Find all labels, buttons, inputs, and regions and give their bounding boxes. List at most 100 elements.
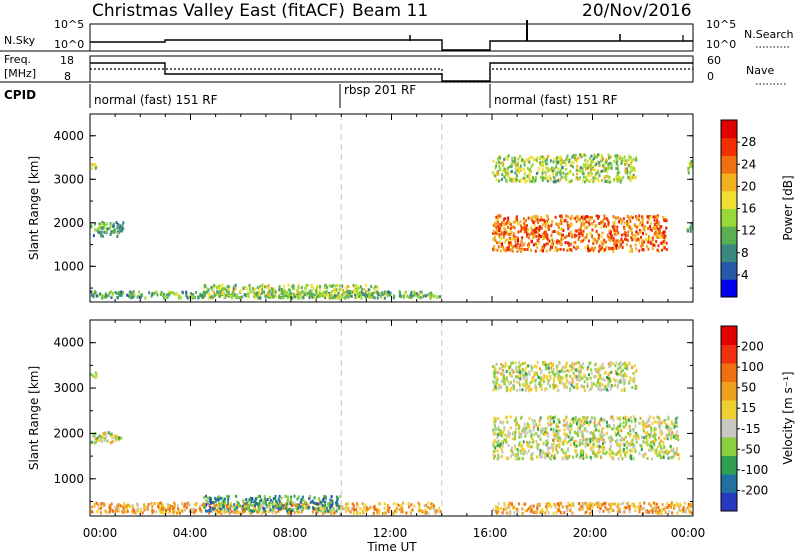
echo-cell bbox=[270, 295, 273, 299]
echo-cell bbox=[321, 511, 324, 515]
echo-cell bbox=[322, 290, 325, 294]
echo-cell bbox=[492, 432, 495, 436]
echo-cell bbox=[658, 509, 661, 513]
echo-cell bbox=[526, 373, 529, 377]
echo-cell bbox=[630, 440, 633, 444]
echo-cell bbox=[267, 295, 270, 299]
echo-cell bbox=[549, 377, 552, 381]
echo-cell bbox=[317, 497, 320, 501]
echo-cell bbox=[638, 214, 641, 218]
echo-cell bbox=[334, 294, 337, 298]
echo-cell bbox=[669, 433, 672, 437]
echo-cell bbox=[519, 449, 522, 453]
echo-cell bbox=[593, 168, 596, 172]
echo-cell bbox=[667, 505, 670, 509]
echo-cell bbox=[214, 509, 217, 513]
echo-cell bbox=[211, 500, 214, 504]
echo-cell bbox=[671, 511, 674, 515]
echo-cell bbox=[634, 384, 637, 388]
echo-cell bbox=[656, 215, 659, 219]
echo-cell bbox=[544, 428, 547, 432]
echo-cell bbox=[163, 507, 166, 511]
echo-cell bbox=[108, 504, 111, 508]
echo-cell bbox=[117, 436, 120, 440]
echo-cell bbox=[590, 172, 593, 175]
echo-cell bbox=[557, 167, 560, 171]
echo-cell bbox=[494, 372, 497, 376]
echo-cell bbox=[522, 377, 525, 381]
echo-cell bbox=[537, 229, 540, 233]
echo-cell bbox=[95, 501, 98, 505]
echo-cell bbox=[598, 233, 601, 237]
echo-cell bbox=[564, 417, 567, 421]
echo-cell bbox=[121, 293, 123, 297]
echo-cell bbox=[589, 437, 592, 441]
echo-cell bbox=[304, 506, 307, 510]
echo-cell bbox=[505, 435, 508, 438]
echo-cell bbox=[495, 226, 498, 230]
echo-cell bbox=[104, 437, 107, 441]
echo-cell bbox=[604, 248, 607, 252]
time-tick-1: 04:00 bbox=[173, 526, 208, 540]
echo-cell bbox=[544, 387, 547, 391]
echo-cell bbox=[205, 499, 208, 503]
echo-cell bbox=[192, 508, 195, 512]
echo-cell bbox=[559, 214, 561, 218]
echo-cell bbox=[236, 500, 239, 504]
echo-cell bbox=[207, 288, 210, 292]
echo-cell bbox=[617, 174, 620, 178]
echo-cell bbox=[197, 296, 200, 300]
echo-cell bbox=[376, 511, 379, 515]
y-tick-label: 4000 bbox=[53, 336, 84, 350]
echo-cell bbox=[656, 235, 659, 239]
echo-cell bbox=[547, 227, 550, 231]
echo-cell bbox=[612, 247, 615, 251]
echo-cell bbox=[631, 231, 633, 235]
echo-cell bbox=[646, 220, 649, 224]
echo-cell bbox=[610, 230, 612, 234]
echo-cell bbox=[316, 502, 319, 506]
echo-cell bbox=[293, 501, 296, 505]
echo-cell bbox=[600, 170, 603, 173]
echo-cell bbox=[552, 386, 555, 390]
echo-cell bbox=[582, 453, 584, 457]
echo-cell bbox=[669, 428, 671, 432]
echo-cell bbox=[650, 426, 652, 430]
echo-cell bbox=[606, 170, 609, 174]
echo-cell bbox=[359, 285, 362, 289]
echo-cell bbox=[547, 441, 549, 445]
echo-cell bbox=[282, 294, 285, 298]
echo-cell bbox=[622, 450, 625, 454]
echo-cell bbox=[581, 167, 584, 171]
echo-cell bbox=[597, 380, 599, 384]
echo-cell bbox=[255, 293, 258, 297]
echo-cell bbox=[607, 224, 610, 228]
echo-cell bbox=[606, 233, 609, 237]
echo-cell bbox=[271, 288, 274, 292]
echo-cell bbox=[687, 502, 690, 506]
echo-cell bbox=[690, 161, 693, 164]
echo-cell bbox=[318, 295, 321, 299]
echo-cell bbox=[626, 450, 629, 454]
echo-cell bbox=[675, 417, 678, 421]
echo-cell bbox=[552, 167, 555, 170]
echo-cell bbox=[603, 501, 606, 505]
echo-cell bbox=[548, 226, 550, 230]
echo-cell bbox=[623, 388, 626, 392]
echo-cell bbox=[272, 505, 275, 509]
echo-cell bbox=[205, 503, 208, 507]
echo-cell bbox=[504, 170, 507, 174]
echo-cell bbox=[633, 434, 635, 438]
echo-cell bbox=[617, 379, 620, 383]
echo-cell bbox=[555, 444, 558, 447]
echo-cell bbox=[563, 432, 566, 436]
echo-cell bbox=[548, 456, 551, 460]
echo-cell bbox=[673, 420, 676, 424]
echo-cell bbox=[257, 504, 260, 508]
echo-cell bbox=[530, 169, 532, 173]
echo-cell bbox=[374, 508, 377, 511]
echo-cell bbox=[99, 234, 102, 238]
echo-cell bbox=[348, 290, 351, 293]
echo-cell bbox=[516, 215, 518, 219]
echo-cell bbox=[592, 158, 594, 162]
